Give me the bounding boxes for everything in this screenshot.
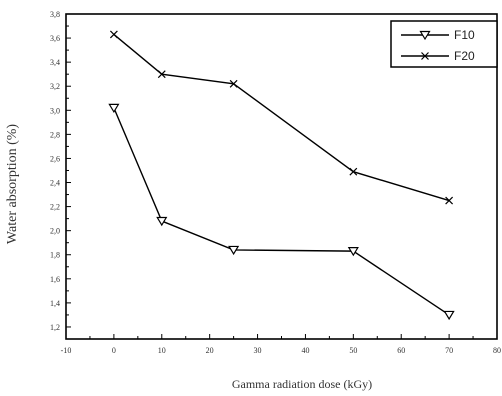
legend: F10 F20	[390, 20, 498, 68]
y-tick-label: 2,6	[50, 154, 60, 163]
data-point-f20	[445, 196, 454, 205]
y-tick-label: 3,6	[50, 34, 60, 43]
y-tick-label: 3,0	[50, 106, 60, 115]
x-mark-stroke	[421, 52, 429, 60]
data-point-f10	[108, 103, 120, 114]
y-tick-label: 2,8	[50, 130, 60, 139]
x-tick-label: -10	[61, 346, 72, 355]
x-tick-label: 20	[206, 346, 214, 355]
y-tick-label: 1,4	[50, 299, 60, 308]
y-tick-label: 1,8	[50, 251, 60, 260]
data-point-f10	[347, 247, 359, 257]
x-tick-label: 30	[254, 346, 262, 355]
x-tick-label: 40	[301, 346, 309, 355]
series-line-f10	[113, 107, 450, 316]
data-point-f10	[228, 245, 240, 256]
y-tick-label: 2,0	[50, 227, 60, 236]
x-mark-stroke	[157, 70, 166, 79]
x-mark-stroke	[109, 30, 118, 39]
x-tick-label: 80	[493, 346, 501, 355]
legend-label-f20: F20	[454, 49, 475, 63]
x-axis: -10 0 10 20 30 40 50 60 70 80	[61, 334, 501, 355]
data-point-f20	[157, 70, 166, 79]
y-tick-label: 3,8	[50, 10, 60, 19]
data-point-f10	[156, 216, 168, 227]
x-mark-stroke	[349, 167, 358, 176]
data-point-f10	[443, 310, 455, 321]
y-tick-label: 1,2	[50, 323, 60, 332]
y-tick-label: 2,4	[50, 179, 60, 188]
legend-marker-f20	[421, 52, 429, 60]
series-layer	[108, 30, 455, 321]
x-tick-label: 0	[112, 346, 116, 355]
y-tick-label: 3,4	[50, 58, 60, 67]
y-tick-label: 2,2	[50, 203, 60, 212]
y-tick-label: 3,2	[50, 82, 60, 91]
x-mark-stroke	[445, 196, 454, 205]
x-axis-label: Gamma radiation dose (kGy)	[232, 377, 372, 391]
y-axis-label: Water absorption (%)	[5, 124, 20, 245]
legend-box	[390, 20, 498, 68]
x-mark-stroke	[229, 79, 238, 88]
data-point-f20	[229, 79, 238, 88]
x-tick-label: 10	[158, 346, 166, 355]
x-tick-label: 60	[397, 346, 405, 355]
legend-marker-f10	[419, 30, 431, 41]
data-point-f20	[349, 167, 358, 176]
y-axis: 1,2 1,4 1,6 1,8 2,0 2,2 2,4 2,6 2,8 3,0 3,2 3,4 3,6 3…	[50, 10, 71, 332]
legend-label-f10: F10	[454, 28, 475, 42]
x-tick-label: 50	[349, 346, 357, 355]
y-tick-label: 1,6	[50, 275, 60, 284]
x-tick-label: 70	[445, 346, 453, 355]
data-point-f20	[109, 30, 118, 39]
